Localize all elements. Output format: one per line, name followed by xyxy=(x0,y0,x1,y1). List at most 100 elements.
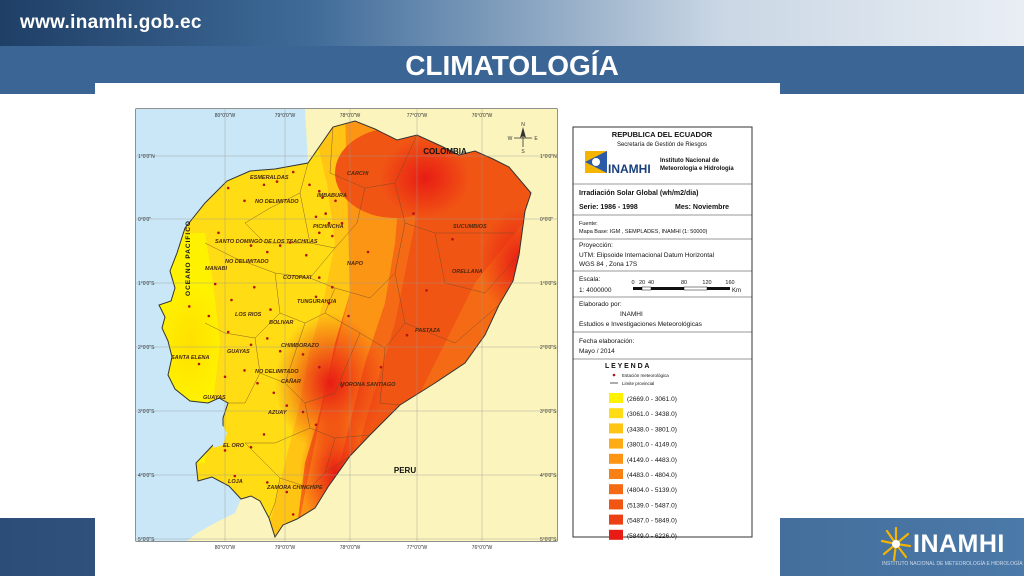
province-label: PASTAZA xyxy=(415,328,440,334)
lon-tick-label: 80°0'0"W xyxy=(215,113,236,119)
inamhi-star-icon xyxy=(880,526,912,562)
lon-tick-label: 76°0'0"W xyxy=(472,545,493,551)
lat-tick-label: 5°0'0"S xyxy=(540,537,557,543)
station-marker xyxy=(314,423,318,427)
station-marker xyxy=(243,199,246,203)
station-marker xyxy=(269,308,272,311)
station-marker xyxy=(340,221,344,225)
station-marker xyxy=(207,314,211,318)
station-marker xyxy=(285,404,289,407)
legend-class-label: (3061.0 - 3438.0) xyxy=(627,411,677,418)
station-marker xyxy=(275,180,279,183)
station-marker xyxy=(213,282,217,286)
lat-tick-label: 1°0'0"N xyxy=(540,154,557,160)
station-marker xyxy=(223,375,227,379)
station-marker xyxy=(314,215,318,219)
scale-tick-label: 160 xyxy=(725,280,734,286)
legend-class-label: (5849.0 - 6226.0) xyxy=(627,533,677,540)
lon-tick-label: 79°0'0"W xyxy=(275,545,296,551)
station-marker xyxy=(188,305,191,308)
panel-source-title: Fuente: xyxy=(579,221,598,227)
station-marker xyxy=(412,212,415,215)
station-marker xyxy=(217,231,220,235)
lon-tick-label: 76°0'0"W xyxy=(472,113,493,119)
province-label: CAÑAR xyxy=(281,378,301,385)
panel-projection-line2: WGS 84 , Zona 17S xyxy=(579,261,638,268)
legend-swatch xyxy=(609,408,623,419)
station-marker xyxy=(308,183,311,187)
legend-station-icon xyxy=(612,373,616,377)
legend-station-label: Estación meteorológica xyxy=(622,373,669,378)
station-layer xyxy=(188,170,454,516)
province-label: SANTO DOMINGO DE LOS TSACHILAS xyxy=(215,239,318,245)
station-marker xyxy=(226,186,230,190)
scale-tick-label: 20 xyxy=(639,280,645,286)
site-url[interactable]: www.inamhi.gob.ec xyxy=(20,12,202,33)
panel-institute-line2: Meteorología e Hidrología xyxy=(660,166,734,172)
province-label: ESMERALDAS xyxy=(250,175,289,181)
ocean-label: OCEANO PACIFICO xyxy=(185,220,192,296)
panel-date-title: Fecha elaboración: xyxy=(579,338,634,345)
legend-title: L E Y E N D A xyxy=(605,363,649,370)
lat-tick-label: 3°0'0"S xyxy=(138,409,155,415)
province-label: SUCUMBIOS xyxy=(453,224,487,230)
legend-swatch xyxy=(609,469,623,479)
scale-bar xyxy=(633,286,730,291)
compass-north: N xyxy=(521,122,525,128)
station-marker xyxy=(340,385,344,388)
province-label: EL ORO xyxy=(223,443,245,449)
north-arrow-icon xyxy=(514,127,532,147)
country-outline xyxy=(158,120,532,539)
panel-elaborated-org: INAMHI xyxy=(620,311,643,318)
province-label: NO DELIMITADO xyxy=(255,369,299,375)
station-marker xyxy=(226,330,230,334)
province-label: MORONA SANTIAGO xyxy=(340,382,396,388)
legend-boundary-label: Limite provincial xyxy=(622,381,654,386)
lat-tick-label: 3°0'0"S xyxy=(540,409,557,415)
station-marker xyxy=(223,449,227,452)
province-label: GUAYAS xyxy=(203,395,226,401)
compass-west: W xyxy=(508,136,513,142)
station-marker xyxy=(291,170,295,174)
station-marker xyxy=(318,365,321,369)
station-marker xyxy=(318,189,321,193)
panel-institute-line1: Instituto Nacional de xyxy=(660,158,720,164)
panel-republic: REPUBLICA DEL ECUADOR xyxy=(612,130,713,139)
station-marker xyxy=(301,353,305,356)
panel-scale-title: Escala: xyxy=(579,276,601,283)
lat-tick-label: 0°0'0" xyxy=(540,217,553,223)
legend-class-label: (5139.0 - 5487.0) xyxy=(627,502,677,509)
province-label: ORELLANA xyxy=(452,269,483,275)
inamhi-emblem-icon xyxy=(585,151,607,173)
legend-swatch xyxy=(609,423,623,434)
station-marker xyxy=(243,369,246,372)
province-label: BOLIVAR xyxy=(269,320,293,326)
province-label: NAPO xyxy=(347,261,364,267)
lat-tick-label: 4°0'0"S xyxy=(540,473,557,479)
province-label: PICHINCHA xyxy=(313,224,344,230)
logo-text: INAMHI xyxy=(913,530,1005,558)
legend-swatch xyxy=(609,393,623,403)
panel-variable: Irradiación Solar Global (wh/m2/dia) xyxy=(579,190,698,197)
station-marker xyxy=(272,391,276,395)
logo-subtitle: INSTITUTO NACIONAL DE METEOROLOGÍA E HID… xyxy=(882,561,1023,567)
inamhi-logo[interactable]: INAMHI INSTITUTO NACIONAL DE METEOROLOGÍ… xyxy=(880,520,1023,572)
station-marker xyxy=(266,250,269,254)
lon-tick-label: 78°0'0"W xyxy=(340,545,361,551)
panel-projection-line1: UTM: Elipsoide Internacional Datum Horiz… xyxy=(579,252,715,259)
station-marker xyxy=(324,212,327,215)
panel-inamhi: INAMHI xyxy=(608,162,651,176)
scale-tick-label: 40 xyxy=(648,280,654,286)
panel-elaborated-dept: Estudios e Investigaciones Meteorológica… xyxy=(579,321,703,328)
compass-south: S xyxy=(521,149,525,155)
lon-tick-label: 79°0'0"W xyxy=(275,113,296,119)
province-boundaries xyxy=(204,126,520,519)
province-label: NO DELIMITADO xyxy=(255,199,299,205)
legend-swatch xyxy=(609,529,623,540)
scale-tick-label: 80 xyxy=(681,280,687,286)
station-marker xyxy=(314,295,318,299)
scale-unit: Km xyxy=(732,288,741,294)
station-marker xyxy=(331,285,334,289)
station-marker xyxy=(249,343,253,347)
legend-swatch xyxy=(609,453,623,464)
